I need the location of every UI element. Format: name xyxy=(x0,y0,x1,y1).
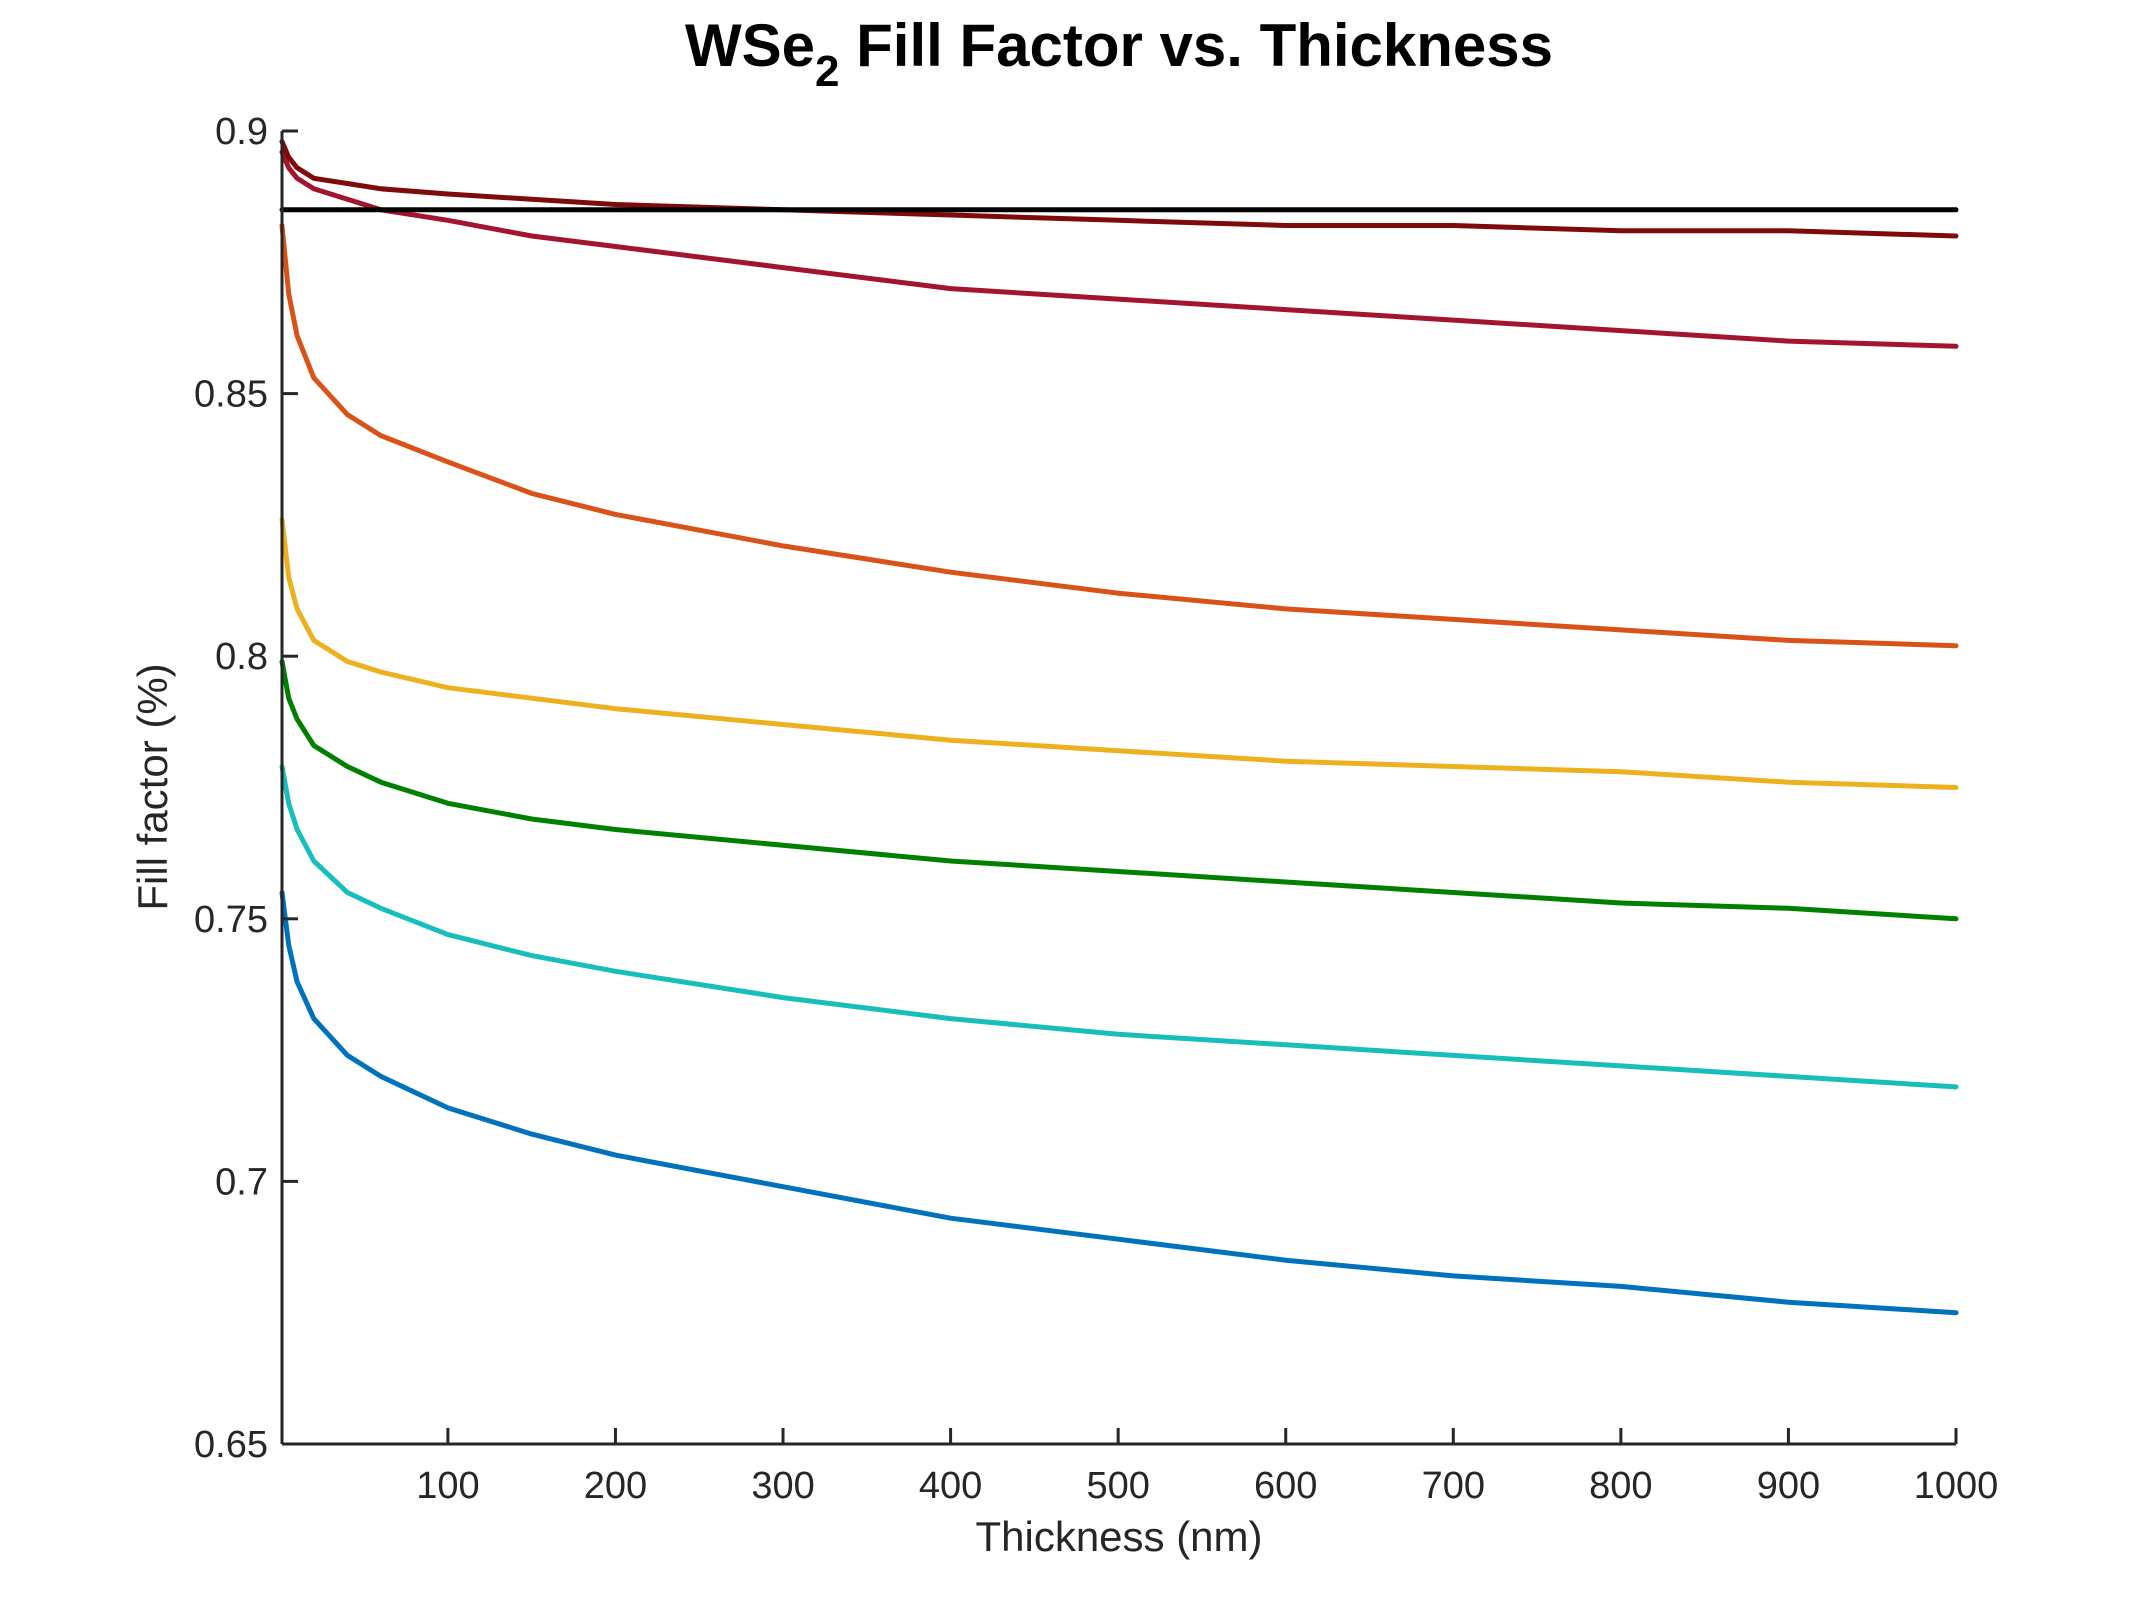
x-tick-label: 500 xyxy=(1086,1465,1149,1507)
x-tick-label: 400 xyxy=(919,1465,982,1507)
x-tick-label: 700 xyxy=(1422,1465,1485,1507)
chart-title-rest: Fill Factor vs. Thickness xyxy=(839,12,1553,79)
x-tick-label: 100 xyxy=(416,1465,479,1507)
series-line-3 xyxy=(279,659,1959,922)
x-tick-label: 200 xyxy=(584,1465,647,1507)
series-layer xyxy=(279,139,1959,1316)
y-axis-label: Fill factor (%) xyxy=(129,663,176,910)
series-line-2 xyxy=(279,764,1959,1090)
x-tick-label: 900 xyxy=(1757,1465,1820,1507)
series-line-1 xyxy=(279,890,1959,1316)
y-tick-label: 0.7 xyxy=(215,1161,268,1203)
x-tick-label: 300 xyxy=(751,1465,814,1507)
chart-title: WSe2 Fill Factor vs. Thickness xyxy=(685,12,1553,96)
chart-title-main: WSe xyxy=(685,12,815,79)
x-tick-label: 800 xyxy=(1589,1465,1652,1507)
ticks-layer: 100 200 300 400 500 600 700 800 900 1000 0.65 0.7 0.… xyxy=(194,111,1998,1507)
axes-layer xyxy=(280,131,1956,1446)
x-axis-label: Thickness (nm) xyxy=(975,1513,1262,1560)
series-line-7 xyxy=(279,139,1959,239)
x-tick-label: 600 xyxy=(1254,1465,1317,1507)
y-tick-label: 0.8 xyxy=(215,636,268,678)
series-line-6 xyxy=(279,149,1959,349)
y-tick-label: 0.75 xyxy=(194,899,268,941)
y-tick-label: 0.9 xyxy=(215,111,268,153)
y-tick-label: 0.85 xyxy=(194,374,268,416)
chart-title-subscript: 2 xyxy=(815,47,839,96)
series-line-4 xyxy=(279,517,1959,790)
series-line-5 xyxy=(279,223,1959,649)
x-tick-label: 1000 xyxy=(1914,1465,1999,1507)
y-tick-label: 0.65 xyxy=(194,1424,268,1466)
